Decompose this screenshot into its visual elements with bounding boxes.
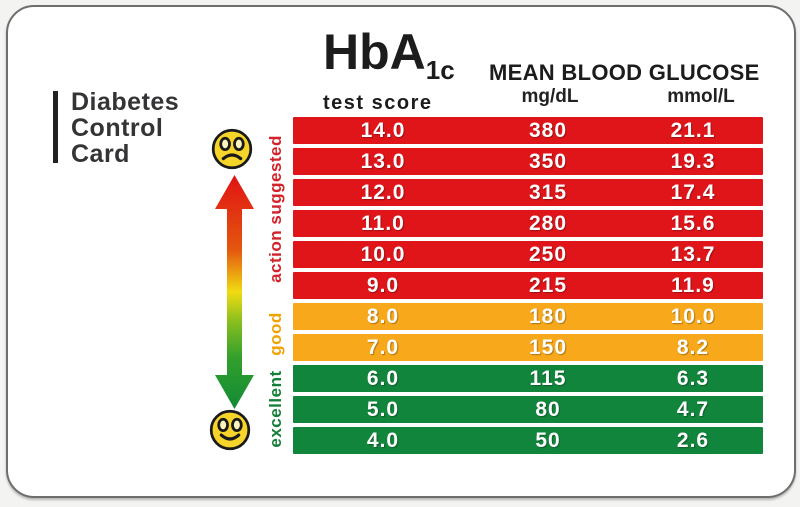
glucose-table: 14.0 380 21.1 13.0 350 19.3 12.0 315 17.… [293, 117, 763, 454]
mgdl-value: 380 [528, 118, 568, 142]
zone-label-action-suggested: action suggested [266, 135, 285, 283]
hba1c-value: 5.0 [366, 397, 400, 421]
hba1c-caption: test score [323, 92, 433, 114]
mgdl-value: 315 [528, 180, 568, 204]
mmol-value: 21.1 [670, 118, 716, 142]
zone-label-excellent: excellent [266, 370, 285, 448]
mmol-value: 4.7 [676, 397, 710, 421]
hba1c-value: 7.0 [366, 335, 400, 359]
mmol-value: 11.9 [671, 273, 715, 297]
table-row: 9.0 215 11.9 [293, 272, 763, 299]
mgdl-value: 180 [528, 304, 568, 328]
title-accent-bar [53, 91, 58, 163]
hba1c-value: 4.0 [366, 428, 400, 452]
hba1c-value: 8.0 [366, 304, 400, 328]
table-row: 8.0 180 10.0 [293, 303, 763, 330]
mgdl-value: 150 [528, 335, 568, 359]
table-row: 6.0 115 6.3 [293, 365, 763, 392]
table-row: 13.0 350 19.3 [293, 148, 763, 175]
mgdl-value: 50 [535, 428, 561, 452]
table-row: 10.0 250 13.7 [293, 241, 763, 268]
hba1c-value: 12.0 [360, 180, 406, 204]
title-line-1: Diabetes [71, 88, 180, 116]
hba1c-value: 9.0 [366, 273, 400, 297]
table-row: 7.0 150 8.2 [293, 334, 763, 361]
hba1c-subscript: 1c [425, 55, 455, 85]
hba1c-value: 11.0 [361, 211, 405, 235]
mgdl-value: 350 [528, 149, 568, 173]
mmol-value: 15.6 [670, 211, 716, 235]
hba1c-name: HbA [323, 24, 426, 80]
hba1c-value: 10.0 [360, 242, 406, 266]
mgdl-value: 115 [529, 366, 567, 390]
mean-blood-glucose-header: MEAN BLOOD GLUCOSE [489, 60, 760, 85]
table-row: 4.0 50 2.6 [293, 427, 763, 454]
table-row: 11.0 280 15.6 [293, 210, 763, 237]
hba1c-value: 6.0 [366, 366, 400, 390]
table-row: 5.0 80 4.7 [293, 396, 763, 423]
title-line-3: Card [71, 140, 130, 168]
mgdl-value: 280 [528, 211, 568, 235]
mgdl-value: 250 [528, 242, 568, 266]
table-row: 14.0 380 21.1 [293, 117, 763, 144]
mmol-value: 10.0 [670, 304, 716, 328]
diabetes-control-card: Diabetes Control Card action suggested [6, 5, 796, 498]
hba1c-value: 13.0 [360, 149, 406, 173]
table-row: 12.0 315 17.4 [293, 179, 763, 206]
hba1c-header: HbA1c test score [323, 27, 455, 115]
mmol-value: 8.2 [676, 335, 710, 359]
unit-mgdl-header: mg/dL [521, 86, 579, 107]
mmol-value: 17.4 [670, 180, 716, 204]
sad-face-icon [211, 128, 253, 170]
unit-mmol-header: mmol/L [667, 86, 735, 107]
mgdl-value: 80 [535, 397, 561, 421]
page-title: Diabetes Control Card [71, 89, 179, 167]
happy-face-icon [209, 409, 251, 451]
severity-gradient-arrow-icon [215, 175, 254, 409]
mmol-value: 19.3 [670, 149, 716, 173]
mmol-value: 13.7 [670, 242, 716, 266]
hba1c-value: 14.0 [360, 118, 406, 142]
mmol-value: 6.3 [676, 366, 710, 390]
hba1c-header-text: HbA1c [323, 27, 455, 95]
zone-label-good: good [266, 312, 285, 356]
title-line-2: Control [71, 114, 164, 142]
mmol-value: 2.6 [676, 428, 710, 452]
mgdl-value: 215 [528, 273, 568, 297]
